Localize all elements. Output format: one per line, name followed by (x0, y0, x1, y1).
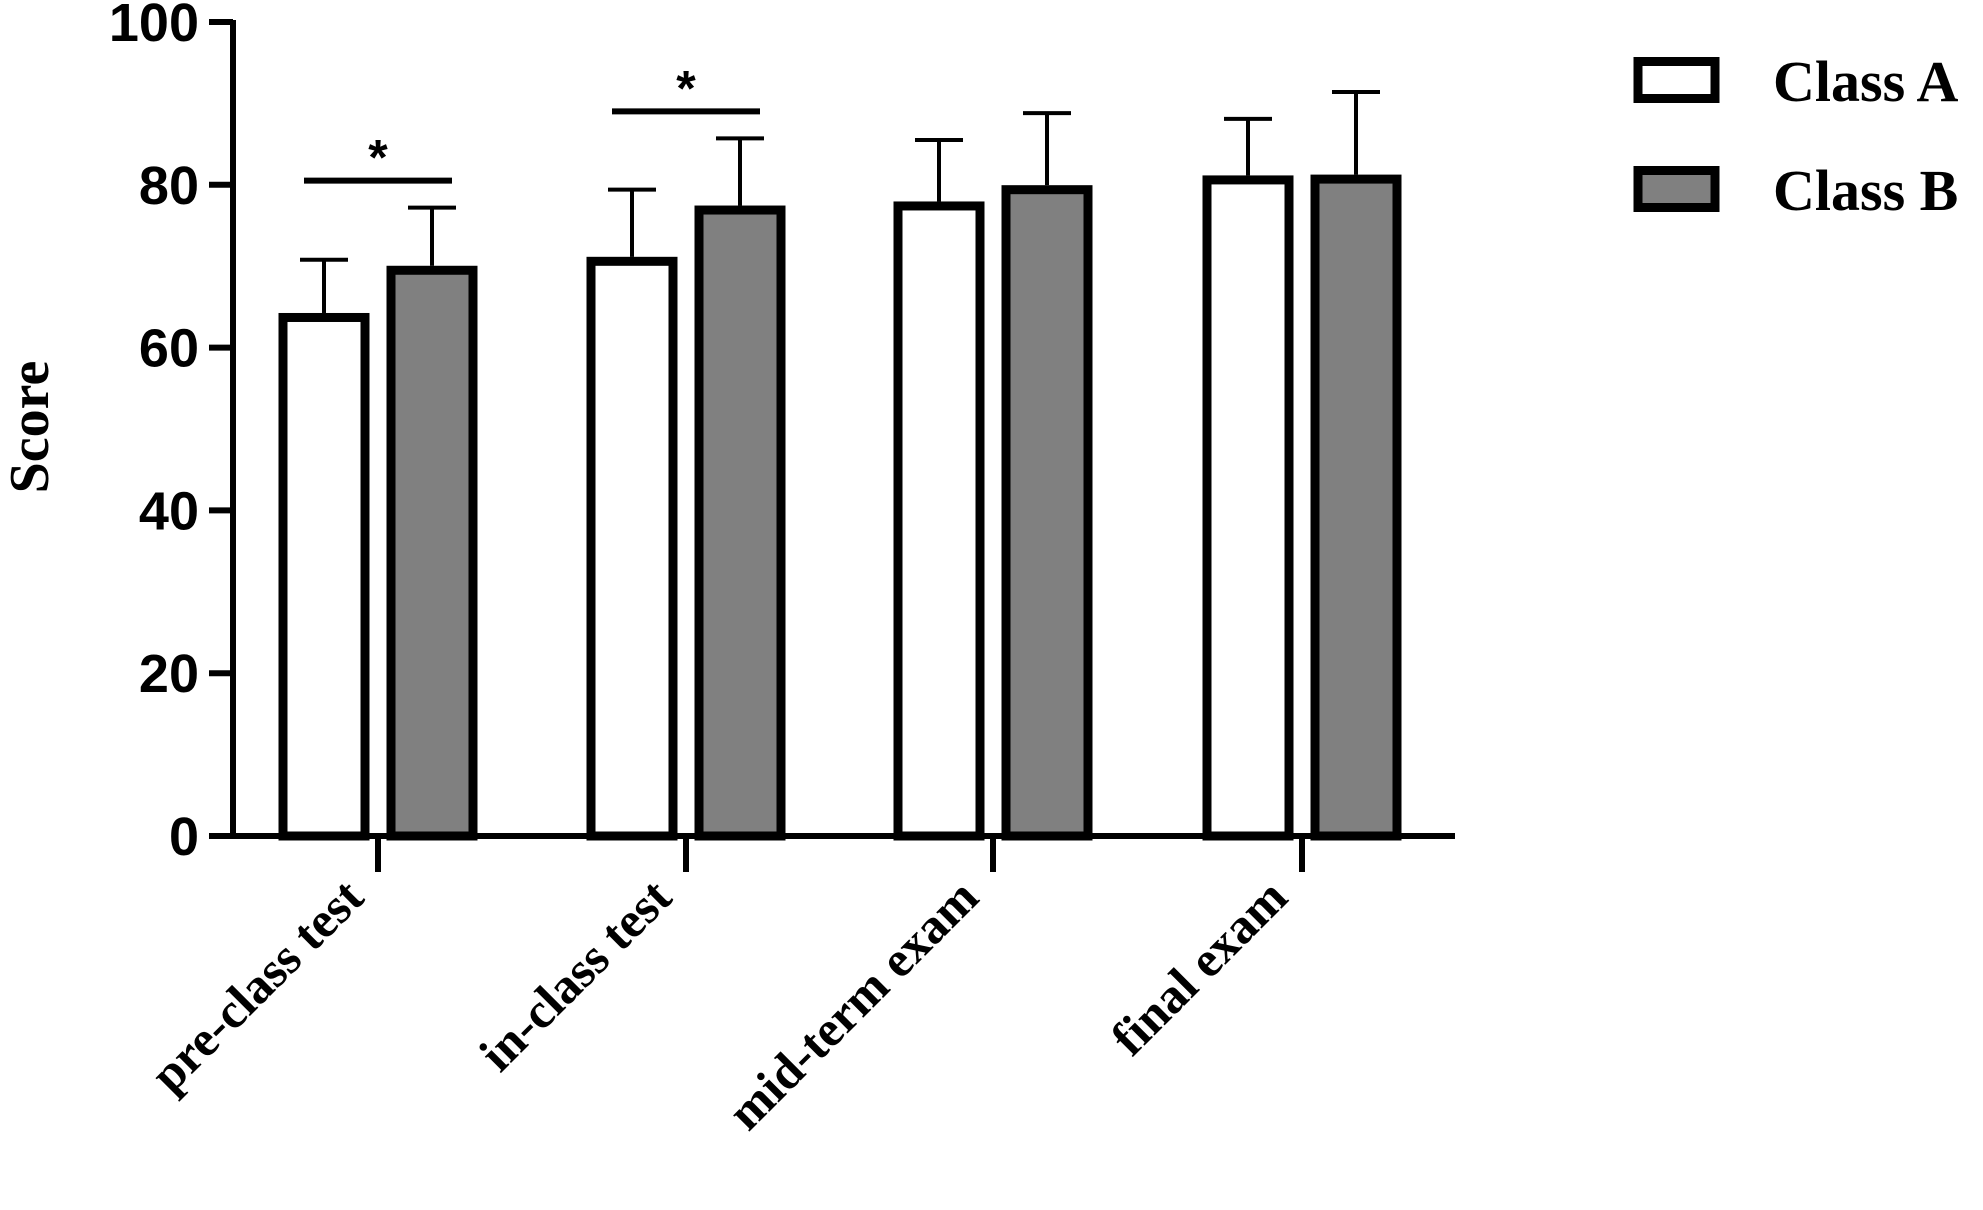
bar (586, 256, 678, 841)
bar (893, 201, 985, 841)
error-bars (300, 90, 1380, 313)
bar (1310, 174, 1402, 841)
legend-label: Class B (1773, 158, 1958, 223)
x-tick-label: mid-term exam (717, 868, 989, 1140)
bar (386, 265, 478, 841)
y-tick-label: 0 (169, 807, 199, 867)
y-tick-label: 20 (139, 644, 199, 704)
x-tick-label: pre-class test (139, 868, 374, 1103)
y-tick-label: 40 (139, 481, 199, 541)
legend-swatch (1633, 166, 1720, 212)
legend: Class A Class B (1633, 49, 1958, 223)
significance-star: * (676, 60, 696, 116)
y-axis-title: Score (0, 361, 61, 494)
x-tick-label: in-class test (468, 868, 682, 1082)
bar (694, 205, 786, 841)
legend-swatch (1633, 57, 1720, 103)
x-tick-label: final exam (1100, 868, 1298, 1066)
bar (278, 312, 370, 841)
y-tick-label: 60 (139, 319, 199, 379)
bar (1202, 175, 1294, 841)
legend-label: Class A (1773, 49, 1958, 114)
significance-markers: ** (304, 60, 760, 186)
y-tick-label: 100 (109, 0, 199, 53)
y-tick-label: 80 (139, 156, 199, 216)
bar (1001, 185, 1093, 841)
bars (278, 174, 1402, 841)
significance-star: * (368, 130, 388, 186)
